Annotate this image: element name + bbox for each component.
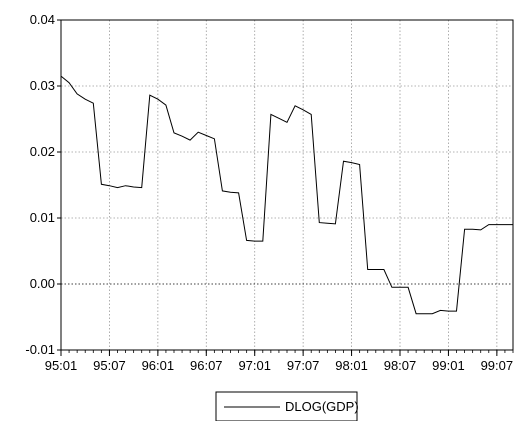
y-tick-label: 0.00 (30, 276, 55, 291)
x-tick-label: 96:07 (190, 358, 223, 373)
x-tick-label: 95:01 (45, 358, 78, 373)
x-axis: 95:01 95:07 96:01 96:07 97:01 97:07 98:01 98:07… (45, 350, 514, 373)
y-axis: 0.04 0.03 0.02 0.01 0.00 -0.01 (25, 12, 61, 357)
legend-label: DLOG(GDP) (285, 399, 359, 414)
series-layer (60, 75, 513, 315)
plot-frame (60, 19, 514, 351)
x-tick-label: 97:01 (238, 358, 271, 373)
y-tick-label: 0.04 (30, 12, 55, 27)
y-tick-label: 0.03 (30, 78, 55, 93)
legend: DLOG(GDP) (215, 391, 359, 421)
x-tick-label: 98:07 (384, 358, 417, 373)
x-tick-label: 96:01 (142, 358, 175, 373)
x-tick-label: 99:01 (432, 358, 465, 373)
y-tick-label: 0.02 (30, 144, 55, 159)
grid-lines (61, 20, 513, 350)
series-line (60, 75, 513, 315)
x-tick-label: 97:07 (287, 358, 320, 373)
x-tick-label: 99:07 (481, 358, 514, 373)
x-tick-label: 98:01 (335, 358, 368, 373)
x-tick-label: 95:07 (93, 358, 126, 373)
y-tick-label: 0.01 (30, 210, 55, 225)
y-tick-label: -0.01 (25, 342, 55, 357)
